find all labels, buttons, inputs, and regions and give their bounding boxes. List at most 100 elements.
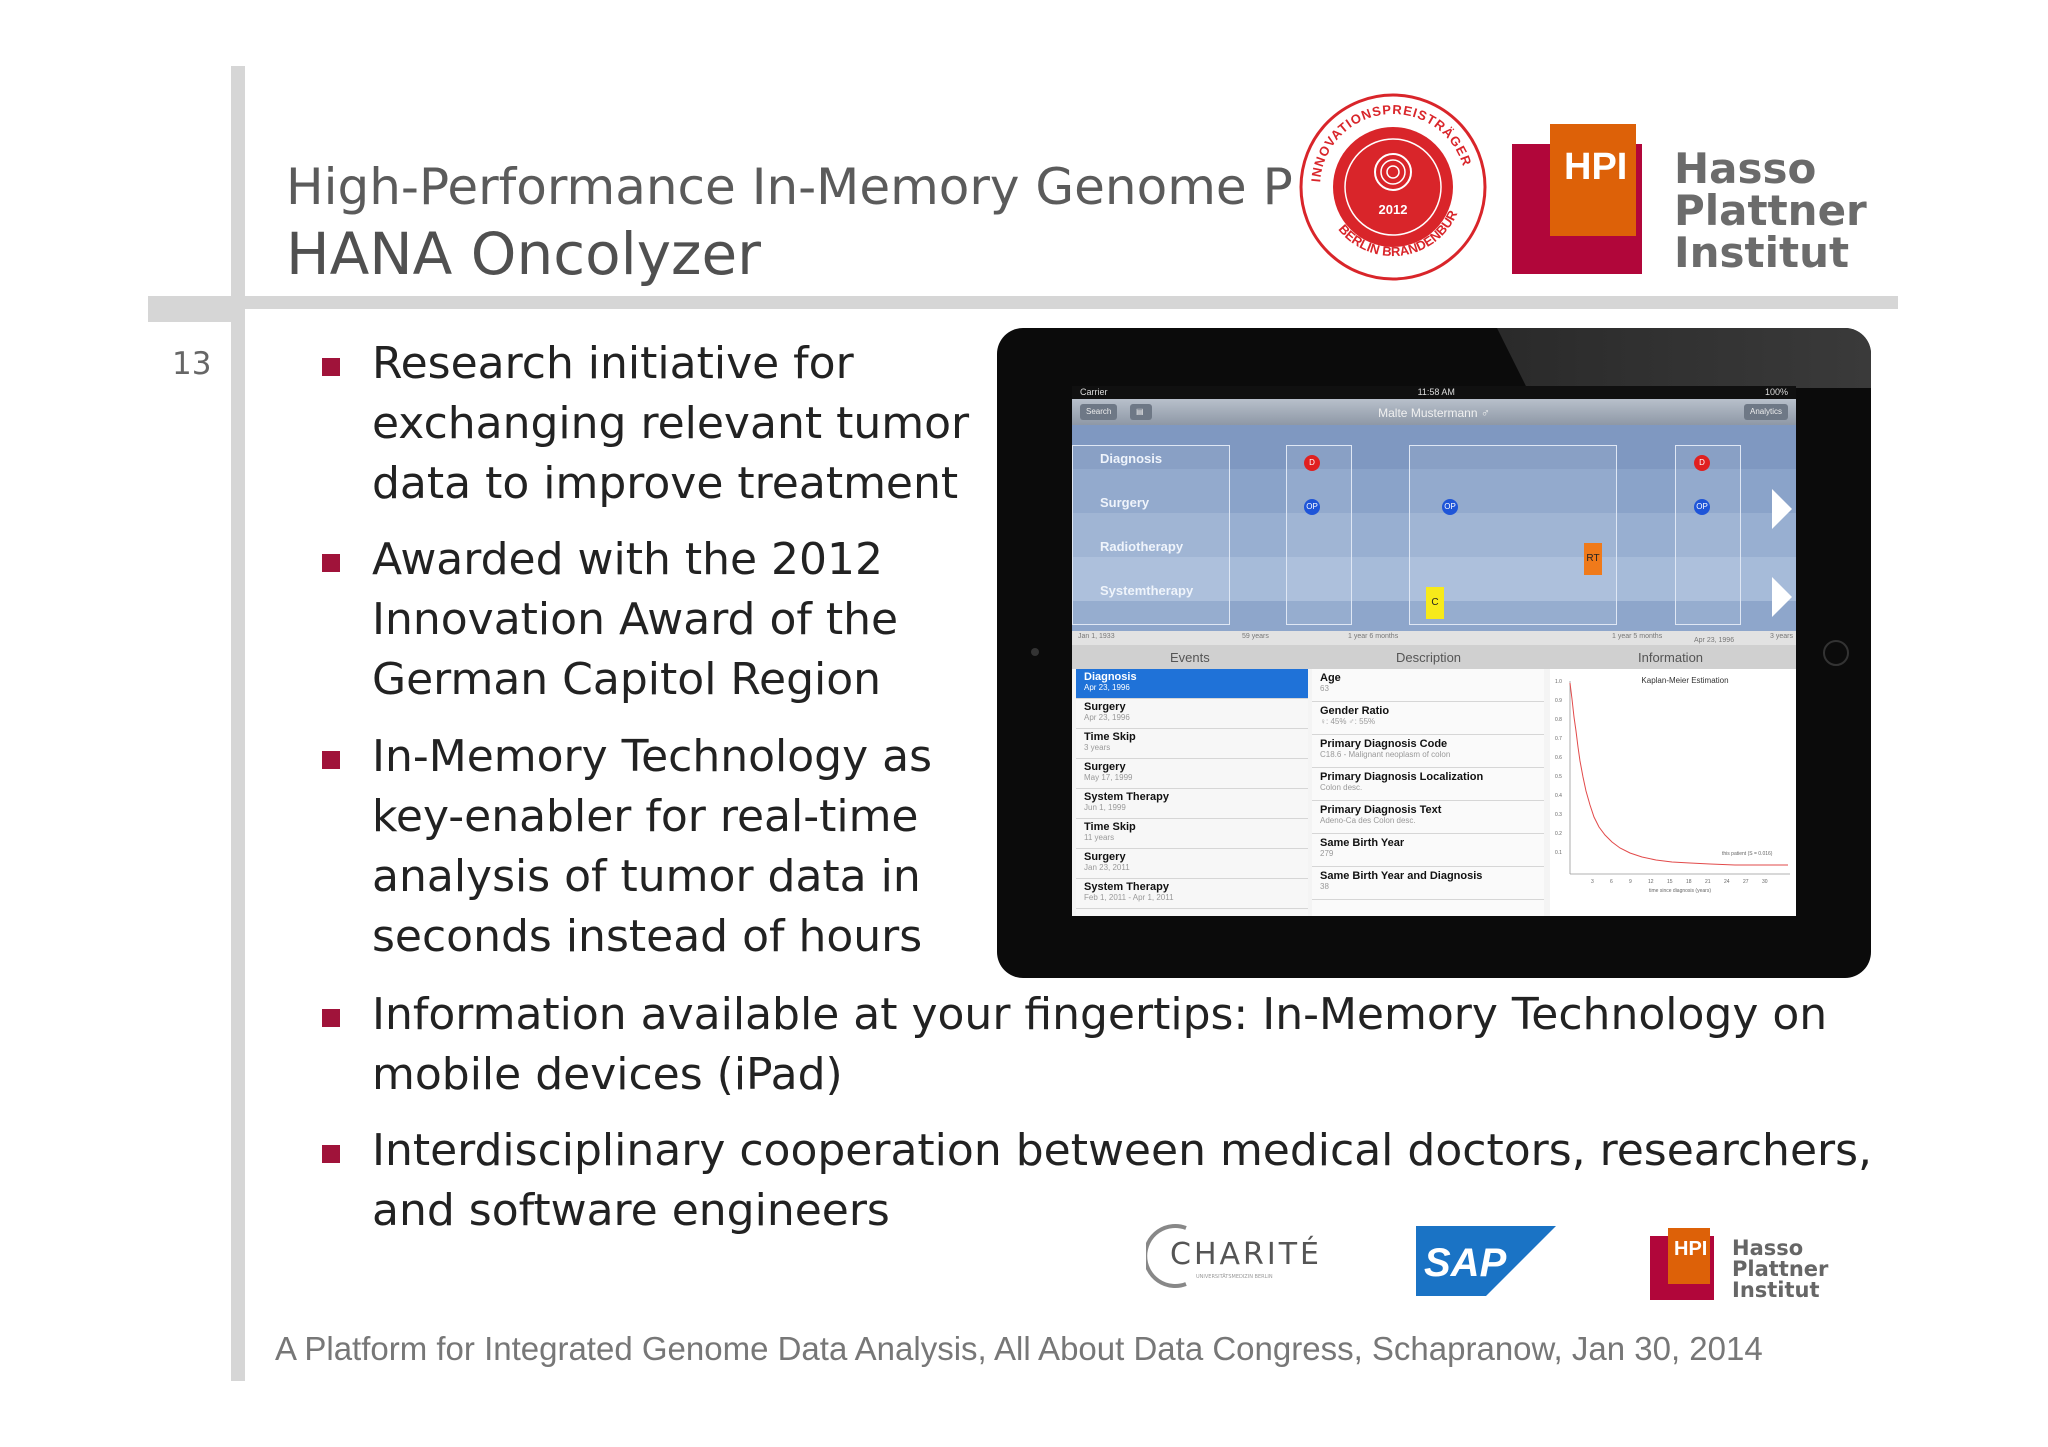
kaplan-meier-chart: Kaplan-Meier Estimation 1.0 0.9 0.8 0.7 … xyxy=(1555,676,1790,894)
km-xtick: 3 xyxy=(1591,879,1594,885)
km-ytick: 1.0 xyxy=(1555,679,1562,685)
tick-label: Apr 23, 1996 xyxy=(1694,637,1735,644)
km-ytick: 0.2 xyxy=(1555,831,1562,837)
bullet-line: data to improve treatment xyxy=(372,458,959,509)
list-item: Age 63 xyxy=(1312,669,1544,702)
status-time: 11:58 AM xyxy=(1417,387,1455,397)
km-ytick: 0.4 xyxy=(1555,793,1562,799)
app-nav-bar: Search ▤ Malte Mustermann ♂ Analytics xyxy=(1072,399,1796,425)
lane-label-surgery: Surgery xyxy=(1100,495,1150,510)
chemo-marker[interactable]: C xyxy=(1426,587,1444,619)
event-title: System Therapy xyxy=(1084,881,1169,893)
bullet-marker xyxy=(322,1009,340,1027)
event-date: May 17, 1999 xyxy=(1084,773,1133,782)
list-item[interactable]: Diagnosis Apr 23, 1996 xyxy=(1076,669,1308,699)
slide-title-line2: HANA Oncolyzer xyxy=(286,220,761,288)
event-title: System Therapy xyxy=(1084,791,1169,803)
tick-label: 1 year 5 months xyxy=(1612,633,1663,640)
list-item: Same Birth Year and Diagnosis 38 xyxy=(1312,867,1544,900)
bullet-marker xyxy=(322,751,340,769)
slide-footer: A Platform for Integrated Genome Data An… xyxy=(275,1330,1763,1367)
diagnosis-marker[interactable]: D xyxy=(1304,455,1320,471)
event-date: Jan 23, 2011 xyxy=(1084,863,1130,872)
event-date: Apr 23, 1996 xyxy=(1084,683,1130,692)
ipad-device-image: Carrier 11:58 AM 100% Search ▤ Malte Mus… xyxy=(997,328,1871,978)
desc-title: Primary Diagnosis Text xyxy=(1320,804,1442,816)
slide-number: 13 xyxy=(172,346,212,382)
hpi-small-line2: Plattner xyxy=(1732,1257,1829,1281)
desc-value: Adeno-Ca des Colon desc. xyxy=(1320,816,1416,825)
km-xtick: 6 xyxy=(1610,879,1613,885)
charite-subtext: UNIVERSITÄTSMEDIZIN BERLIN xyxy=(1196,1273,1273,1280)
km-xtick: 18 xyxy=(1686,879,1692,885)
list-item[interactable]: Surgery May 17, 1999 xyxy=(1076,759,1308,789)
km-xlabel: time since diagnosis (years) xyxy=(1649,888,1711,894)
timeline-next-arrow-icon[interactable] xyxy=(1772,577,1792,617)
desc-title: Same Birth Year and Diagnosis xyxy=(1320,870,1483,882)
surgery-marker[interactable]: OP xyxy=(1442,499,1458,515)
event-date: 11 years xyxy=(1084,833,1115,842)
list-item[interactable]: Time Skip 11 years xyxy=(1076,819,1308,849)
desc-value: Colon desc. xyxy=(1320,783,1363,792)
event-title: Surgery xyxy=(1084,701,1126,713)
list-item[interactable]: Time Skip 3 years xyxy=(1076,729,1308,759)
list-item: Same Birth Year 279 xyxy=(1312,834,1544,867)
list-item[interactable]: Surgery Jan 23, 2011 xyxy=(1076,849,1308,879)
comment-icon[interactable]: ▤ xyxy=(1130,404,1152,420)
list-item[interactable]: System Therapy Feb 1, 2011 - Apr 1, 2011 xyxy=(1076,879,1308,909)
km-ytick: 0.9 xyxy=(1555,698,1562,704)
km-title: Kaplan-Meier Estimation xyxy=(1641,676,1728,685)
list-item[interactable]: Surgery Apr 23, 1996 xyxy=(1076,699,1308,729)
patient-name: Malte Mustermann ♂ xyxy=(1378,406,1490,420)
surgery-marker[interactable]: OP xyxy=(1694,499,1710,515)
bullet-line: Innovation Award of the xyxy=(372,594,899,645)
lane-label-diagnosis: Diagnosis xyxy=(1100,451,1163,466)
header-rule-stub xyxy=(148,296,244,322)
hpi-logo-line1: Hasso xyxy=(1674,144,1817,193)
analytics-button[interactable]: Analytics xyxy=(1743,404,1788,420)
charite-text: CHARITÉ xyxy=(1170,1236,1322,1272)
diagnosis-marker[interactable]: D xyxy=(1694,455,1710,471)
description-list: Age 63 Gender Ratio ♀: 45% ♂: 55% Primary … xyxy=(1312,669,1544,916)
hpi-logo-orange-square xyxy=(1550,124,1636,236)
radiotherapy-marker[interactable]: RT xyxy=(1584,543,1602,575)
ipad-screen: Carrier 11:58 AM 100% Search ▤ Malte Mus… xyxy=(1072,386,1796,916)
sap-text: SAP xyxy=(1424,1241,1507,1285)
list-item: Primary Diagnosis Code C18.6 - Malignant … xyxy=(1312,735,1544,768)
desc-value: 279 xyxy=(1320,849,1334,858)
list-item: Primary Diagnosis Text Adeno-Ca des Colon… xyxy=(1312,801,1544,834)
bullet-line: mobile devices (iPad) xyxy=(372,1049,843,1100)
innovation-award-badge: 2012 INNOVATIONSPREISTRÄGER BERLIN BRAND… xyxy=(1298,92,1487,281)
list-item: Gender Ratio ♀: 45% ♂: 55% xyxy=(1312,702,1544,735)
event-date: 3 years xyxy=(1084,743,1111,752)
km-ytick: 0.7 xyxy=(1555,736,1562,742)
bullet-line: Awarded with the 2012 xyxy=(372,534,884,585)
km-xtick: 27 xyxy=(1743,879,1749,885)
event-date: Jun 1, 1999 xyxy=(1084,803,1126,812)
header-events: Events xyxy=(1170,650,1210,665)
km-xtick: 12 xyxy=(1648,879,1654,885)
event-date: Apr 23, 1996 xyxy=(1084,713,1130,722)
bullet-line: In-Memory Technology as xyxy=(372,731,933,782)
status-battery: 100% xyxy=(1764,387,1788,397)
timeline-next-arrow-icon[interactable] xyxy=(1772,489,1792,529)
km-ytick: 0.1 xyxy=(1555,850,1562,856)
lane-label-radiotherapy: Radiotherapy xyxy=(1100,539,1184,554)
tick-label: 3 years xyxy=(1770,633,1793,640)
hpi-small-abbr: HPI xyxy=(1674,1238,1708,1260)
km-ytick: 0.6 xyxy=(1555,755,1562,761)
bullet-line: German Capitol Region xyxy=(372,654,882,705)
list-item[interactable]: System Therapy Jun 1, 1999 xyxy=(1076,789,1308,819)
km-survival-curve xyxy=(1569,682,1788,866)
bullet-line: analysis of tumor data in xyxy=(372,851,921,902)
bullet-line: Information available at your fingertips… xyxy=(372,989,1828,1040)
desc-title: Primary Diagnosis Code xyxy=(1320,738,1448,750)
event-title: Time Skip xyxy=(1084,731,1136,743)
status-carrier: Carrier xyxy=(1080,387,1108,397)
km-xtick: 15 xyxy=(1667,879,1673,885)
bullet-line: seconds instead of hours xyxy=(372,911,923,962)
surgery-marker[interactable]: OP xyxy=(1304,499,1320,515)
search-button[interactable]: Search xyxy=(1080,404,1118,420)
patient-timeline[interactable]: Diagnosis Surgery Radiotherapy Systemthe… xyxy=(1072,425,1796,631)
tick-label: Jan 1, 1933 xyxy=(1078,633,1115,640)
